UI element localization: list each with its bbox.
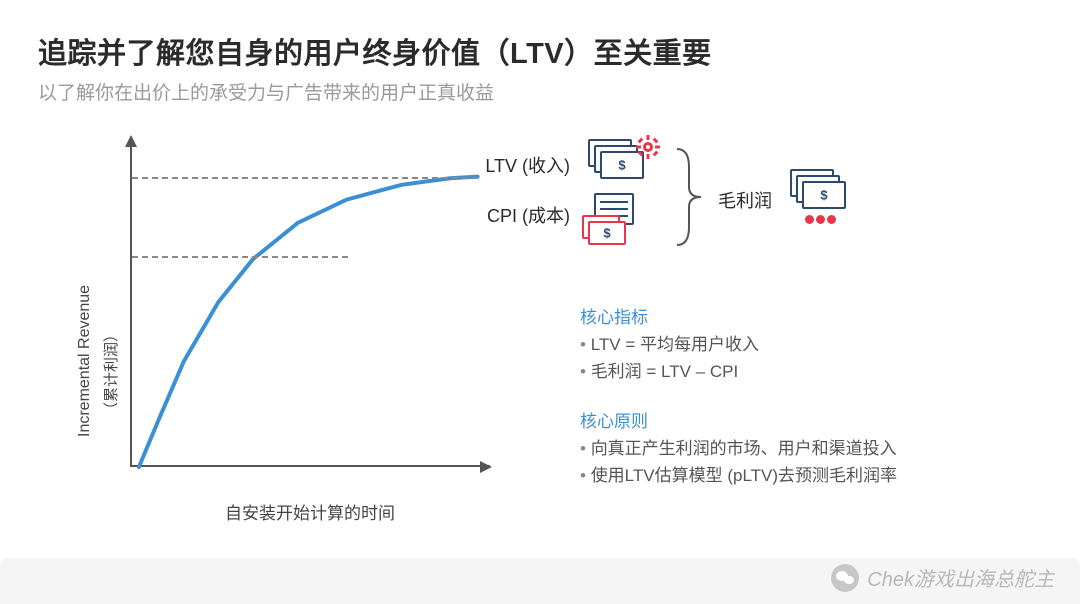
ltv-dash-line xyxy=(132,177,478,179)
cpi-dash-line xyxy=(132,256,348,258)
gear-icon xyxy=(636,135,660,159)
bracket-icon xyxy=(675,147,705,247)
gross-profit-label: 毛利润 xyxy=(718,187,772,213)
header: 追踪并了解您自身的用户终身价值（LTV）至关重要 以了解你在出价上的承受力与广告… xyxy=(0,0,1080,105)
x-axis-arrow-icon xyxy=(480,461,492,473)
y-axis-arrow-icon xyxy=(125,135,137,147)
ltv-curve-chart xyxy=(130,137,490,487)
curve-svg xyxy=(130,137,490,487)
core-principles-item: 使用LTV估算模型 (pLTV)去预测毛利润率 xyxy=(580,463,897,489)
wechat-author-badge: Chek游戏出海总舵主 xyxy=(831,563,1054,592)
ltv-annotation-label: LTV (收入) xyxy=(450,152,570,178)
core-principles-item: 向真正产生利润的市场、用户和渠道投入 xyxy=(580,436,897,462)
core-metrics-item: 毛利润 = LTV – CPI xyxy=(580,359,759,385)
cpi-annotation-label: CPI (成本) xyxy=(450,202,570,228)
y-axis-label-cn: （累计利润） xyxy=(100,327,121,417)
dots-icon xyxy=(804,211,844,225)
author-name: Chek游戏出海总舵主 xyxy=(867,563,1054,592)
core-metrics-title: 核心指标 xyxy=(580,305,759,331)
y-axis-label-en: Incremental Revenue xyxy=(76,285,94,437)
x-axis-label: 自安装开始计算的时间 xyxy=(130,499,490,524)
content-area: Incremental Revenue （累计利润） 自安装开始计算的时间 LT… xyxy=(0,127,1080,577)
core-metrics-block: 核心指标 LTV = 平均每用户收入 毛利润 = LTV – CPI xyxy=(580,305,759,385)
page-subtitle: 以了解你在出价上的承受力与广告带来的用户正真收益 xyxy=(38,78,1042,105)
core-principles-title: 核心原则 xyxy=(580,409,897,435)
page-title: 追踪并了解您自身的用户终身价值（LTV）至关重要 xyxy=(38,30,1042,72)
wechat-icon xyxy=(831,564,859,592)
x-axis xyxy=(130,465,490,467)
core-metrics-item: LTV = 平均每用户收入 xyxy=(580,332,759,358)
y-axis xyxy=(130,137,132,467)
core-principles-block: 核心原则 向真正产生利润的市场、用户和渠道投入 使用LTV估算模型 (pLTV)… xyxy=(580,409,897,489)
